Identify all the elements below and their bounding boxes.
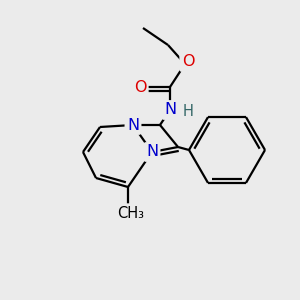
- Text: N: N: [164, 103, 176, 118]
- Text: N: N: [146, 145, 158, 160]
- Text: N: N: [127, 118, 139, 133]
- Text: O: O: [182, 55, 194, 70]
- Text: H: H: [183, 104, 194, 119]
- Text: O: O: [134, 80, 146, 94]
- Text: CH₃: CH₃: [118, 206, 145, 220]
